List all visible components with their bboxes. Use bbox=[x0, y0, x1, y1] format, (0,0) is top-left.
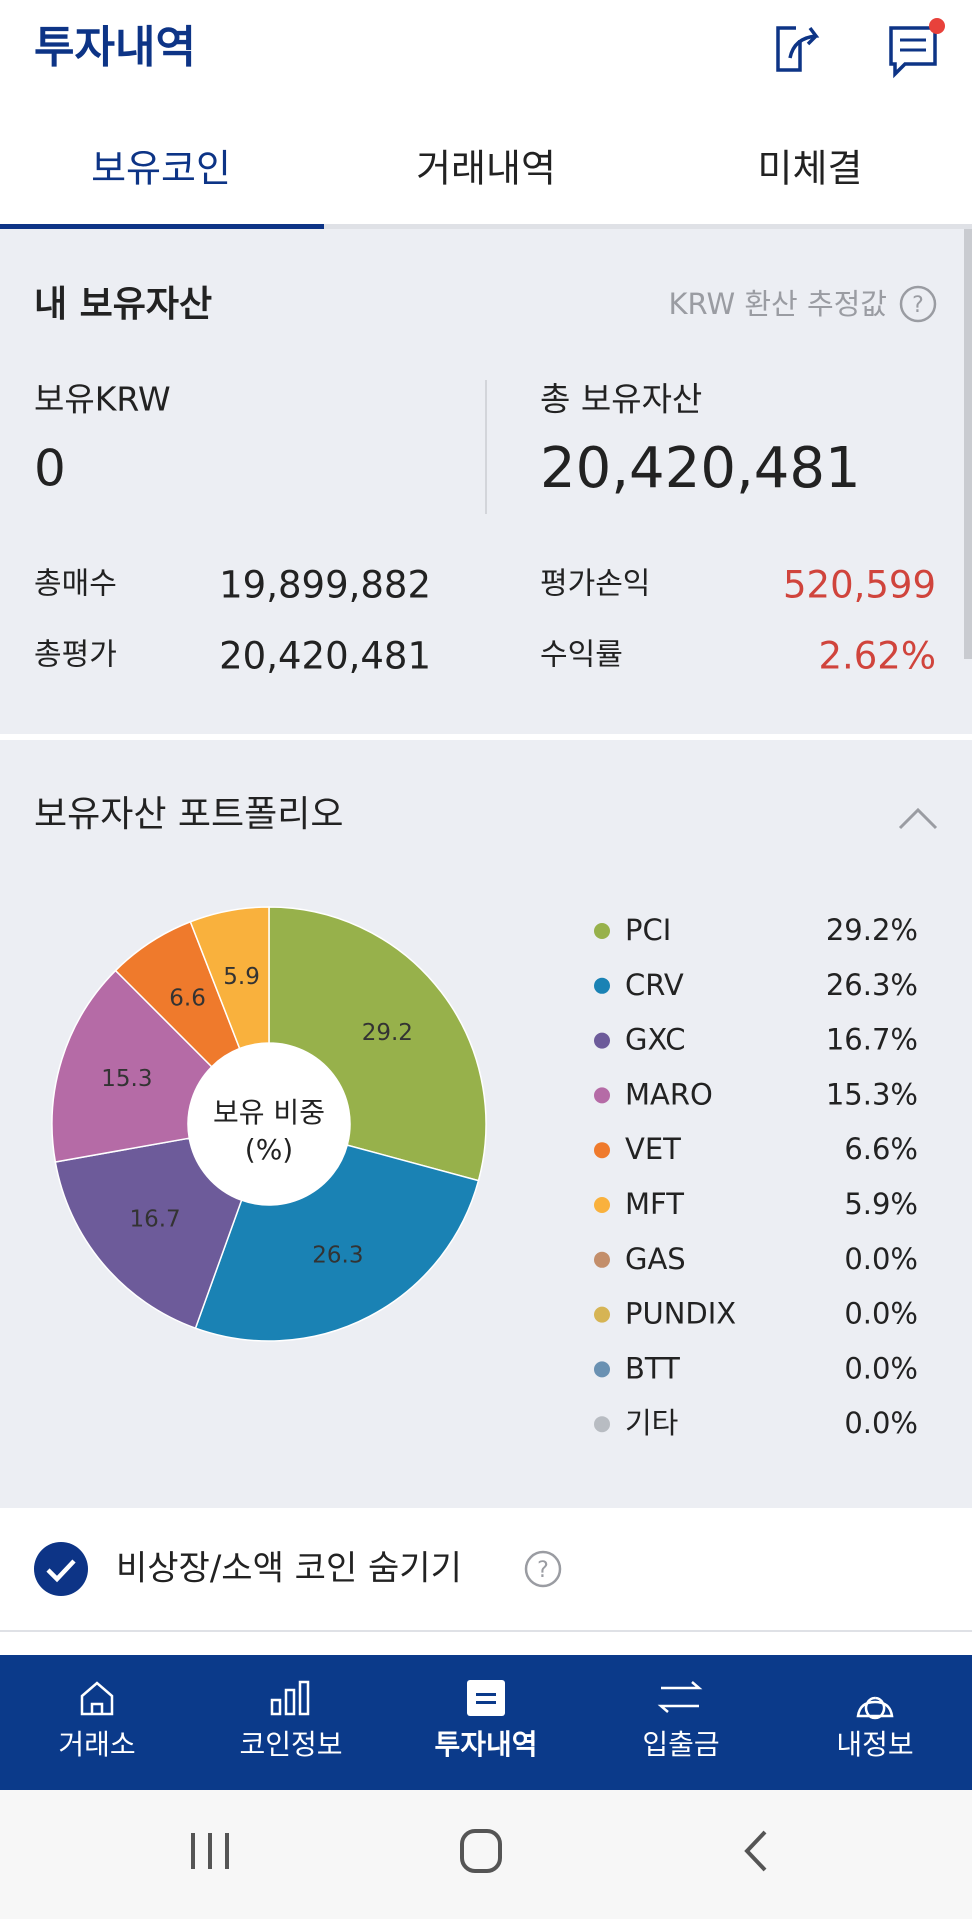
legend-label: VET bbox=[625, 1132, 681, 1166]
collapse-button[interactable] bbox=[898, 807, 938, 830]
donut-hole bbox=[188, 1043, 350, 1205]
legend-value: 26.3% bbox=[826, 968, 918, 1002]
legend-value: 29.2% bbox=[826, 913, 918, 947]
nav-icon bbox=[856, 1696, 894, 1720]
label: 총매수 bbox=[34, 567, 117, 602]
legend-dot bbox=[594, 1087, 610, 1104]
slice-label: 16.7 bbox=[129, 1207, 180, 1233]
value: 20,420,481 bbox=[219, 635, 431, 678]
legend-label: 기타 bbox=[625, 1406, 678, 1440]
back-button[interactable] bbox=[744, 1830, 767, 1872]
nav-icon bbox=[657, 1681, 703, 1713]
section-title: 보유자산 포트폴리오 bbox=[34, 794, 344, 835]
tab[interactable]: 거래내역 bbox=[416, 147, 556, 191]
tab-divider bbox=[0, 224, 972, 229]
legend-value: 5.9% bbox=[844, 1187, 918, 1221]
legend-value: 0.0% bbox=[844, 1242, 918, 1276]
legend-dot bbox=[594, 1142, 610, 1159]
center-label: (%) bbox=[245, 1133, 293, 1166]
active-tab-indicator bbox=[0, 224, 324, 229]
nav-icon-line bbox=[476, 1701, 496, 1704]
legend-dot bbox=[594, 1416, 610, 1433]
share-icon bbox=[776, 26, 802, 72]
help-icon[interactable] bbox=[899, 285, 937, 323]
recent-apps-button[interactable] bbox=[191, 1833, 229, 1869]
legend-dot bbox=[594, 1197, 610, 1213]
legend-label: MARO bbox=[625, 1077, 713, 1111]
legend-dot bbox=[594, 923, 610, 939]
nav-item[interactable]: 투자내역 bbox=[434, 1728, 537, 1761]
help-icon[interactable] bbox=[524, 1550, 562, 1588]
nav-item[interactable]: 코인정보 bbox=[239, 1728, 342, 1761]
legend-label: GAS bbox=[625, 1242, 686, 1276]
value: 20,420,481 bbox=[540, 436, 861, 501]
legend-label: MFT bbox=[625, 1187, 684, 1221]
nav-icon-line bbox=[476, 1693, 496, 1696]
share-arrow bbox=[788, 26, 820, 59]
help-mark: ? bbox=[537, 1558, 549, 1583]
notification-dot bbox=[929, 18, 945, 34]
donut-chart: 29.2 26.3 16.7 15.3 6.6 5.9 bbox=[51, 906, 487, 1342]
legend-label: BTT bbox=[625, 1351, 680, 1385]
option-label: 비상장/소액 코인 숨기기 bbox=[116, 1549, 462, 1589]
note: KRW 환산 추정값 bbox=[668, 287, 887, 321]
checkbox[interactable] bbox=[34, 1542, 88, 1596]
home-button[interactable] bbox=[460, 1829, 502, 1873]
bottom-nav bbox=[0, 1655, 972, 1790]
legend-dot bbox=[594, 1251, 610, 1268]
slice-label: 5.9 bbox=[223, 964, 260, 990]
help-mark: ? bbox=[912, 293, 924, 318]
nav-icon bbox=[80, 1681, 114, 1716]
legend-dot bbox=[594, 1361, 610, 1378]
legend-value: 6.6% bbox=[844, 1132, 918, 1166]
divider bbox=[0, 1630, 972, 1632]
label: 보유KRW bbox=[34, 380, 171, 419]
legend-dot bbox=[594, 977, 610, 994]
tab[interactable]: 미체결 bbox=[758, 147, 863, 191]
center-label: 보유 비중 bbox=[213, 1096, 325, 1129]
legend-label: PCI bbox=[625, 913, 671, 947]
page-title: 투자내역 bbox=[34, 22, 196, 73]
message-icon bbox=[889, 26, 937, 79]
legend-value: 0.0% bbox=[844, 1406, 918, 1440]
legend-value: 0.0% bbox=[844, 1297, 918, 1331]
value: 19,899,882 bbox=[219, 564, 431, 607]
nav-icon bbox=[467, 1680, 505, 1716]
label: 수익률 bbox=[540, 638, 623, 673]
legend-value: 0.0% bbox=[844, 1351, 918, 1385]
label: 총 보유자산 bbox=[540, 380, 702, 419]
check-mark bbox=[46, 1559, 76, 1583]
slice-label: 26.3 bbox=[312, 1243, 363, 1269]
system-nav bbox=[0, 1790, 972, 1919]
label: 총평가 bbox=[34, 638, 117, 673]
nav-icon bbox=[270, 1680, 310, 1716]
scrollbar bbox=[964, 229, 972, 659]
legend-value: 15.3% bbox=[826, 1077, 918, 1111]
nav-item[interactable]: 내정보 bbox=[836, 1728, 913, 1761]
section-title: 내 보유자산 bbox=[34, 284, 212, 325]
legend: PCI 29.2% CRV 26.3% GXC 16.7% MARO 15.3% VET 6.6%… bbox=[594, 913, 918, 1440]
slice-label: 29.2 bbox=[362, 1020, 413, 1046]
legend-dot bbox=[594, 1306, 610, 1323]
legend-label: PUNDIX bbox=[625, 1297, 736, 1331]
slice-label: 15.3 bbox=[101, 1066, 152, 1092]
legend-label: CRV bbox=[625, 968, 684, 1002]
legend-value: 16.7% bbox=[826, 1023, 918, 1057]
message-button[interactable] bbox=[889, 18, 945, 79]
nav-item[interactable]: 입출금 bbox=[642, 1728, 719, 1761]
slice bbox=[189, 906, 270, 1050]
value: 0 bbox=[34, 440, 66, 498]
option-row[interactable] bbox=[0, 1508, 972, 1630]
share-button[interactable] bbox=[776, 26, 820, 72]
slice-label: 6.6 bbox=[169, 986, 206, 1012]
nav-item[interactable]: 거래소 bbox=[58, 1728, 135, 1761]
legend-label: GXC bbox=[625, 1023, 685, 1057]
legend-dot bbox=[594, 1032, 610, 1049]
value: 520,599 bbox=[783, 564, 936, 607]
tab[interactable]: 보유코인 bbox=[91, 147, 231, 191]
label: 평가손익 bbox=[540, 567, 650, 602]
value: 2.62% bbox=[818, 635, 936, 678]
